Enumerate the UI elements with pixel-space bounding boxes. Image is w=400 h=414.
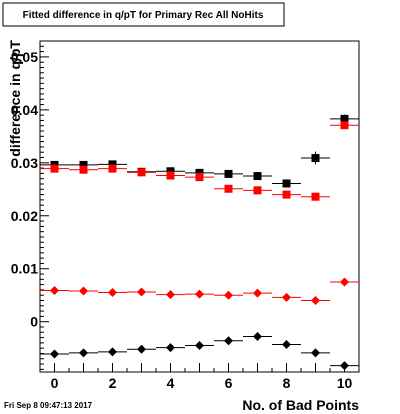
- data-point: [340, 361, 349, 371]
- data-point: [79, 348, 88, 358]
- data-point: [195, 168, 204, 177]
- data-point: [311, 296, 320, 306]
- data-point: [282, 179, 291, 188]
- data-point: [253, 332, 262, 342]
- plot-frame: [39, 40, 360, 373]
- data-point: [166, 343, 175, 353]
- data-point: [224, 169, 233, 178]
- data-point: [282, 190, 291, 199]
- x-tick-label: 6: [225, 375, 233, 391]
- chart-title: Fitted difference in q/pT for Primary Re…: [23, 10, 264, 21]
- x-tick-label: 8: [283, 375, 291, 391]
- data-point: [137, 168, 146, 177]
- data-point: [340, 121, 349, 130]
- data-series: [40, 332, 359, 371]
- data-point: [50, 349, 59, 359]
- x-tick-label: 10: [337, 375, 353, 391]
- data-point: [108, 164, 117, 173]
- data-point: [79, 286, 88, 296]
- data-point: [340, 114, 349, 123]
- data-point: [108, 160, 117, 169]
- data-series: [40, 121, 359, 201]
- data-marks: [40, 114, 359, 371]
- data-point: [195, 289, 204, 299]
- data-point: [282, 292, 291, 302]
- data-point: [224, 336, 233, 346]
- data-point: [224, 184, 233, 193]
- y-tick-label: 0.02: [11, 208, 38, 224]
- data-point: [166, 290, 175, 300]
- data-point: [253, 186, 262, 195]
- data-point: [50, 164, 59, 173]
- data-point: [311, 154, 320, 163]
- data-point: [166, 171, 175, 180]
- data-point: [137, 287, 146, 297]
- x-tick-label: 0: [51, 375, 59, 391]
- y-tick-label: 0.05: [11, 49, 38, 65]
- y-tick-label: 0.03: [11, 155, 38, 171]
- data-point: [195, 173, 204, 182]
- y-axis-label: difference in q/pT: [7, 40, 23, 157]
- timestamp: Fri Sep 8 09:47:13 2017: [4, 401, 93, 410]
- data-point: [166, 167, 175, 176]
- data-point: [108, 347, 117, 357]
- title-box: [2, 2, 285, 27]
- x-axis-label: No. of Bad Points: [242, 397, 359, 413]
- data-point: [311, 192, 320, 201]
- data-point: [79, 160, 88, 169]
- data-point: [224, 290, 233, 300]
- axes: 0 2 4 6 8 10 0 0.01 0.02 0.03 0.04 0.05: [11, 40, 360, 391]
- data-series: [40, 277, 359, 306]
- data-point: [253, 288, 262, 298]
- data-point: [108, 288, 117, 298]
- data-point: [137, 344, 146, 354]
- data-point: [79, 165, 88, 174]
- data-point: [282, 339, 291, 349]
- y-tick-label: 0: [30, 314, 38, 330]
- data-point: [311, 348, 320, 358]
- y-tick-label: 0.01: [11, 261, 38, 277]
- y-tick-label: 0.04: [11, 102, 38, 118]
- x-tick-label: 2: [109, 375, 117, 391]
- data-point: [195, 341, 204, 351]
- x-tick-label: 4: [167, 375, 175, 391]
- data-point: [253, 172, 262, 181]
- data-point: [340, 277, 349, 287]
- data-point: [50, 285, 59, 295]
